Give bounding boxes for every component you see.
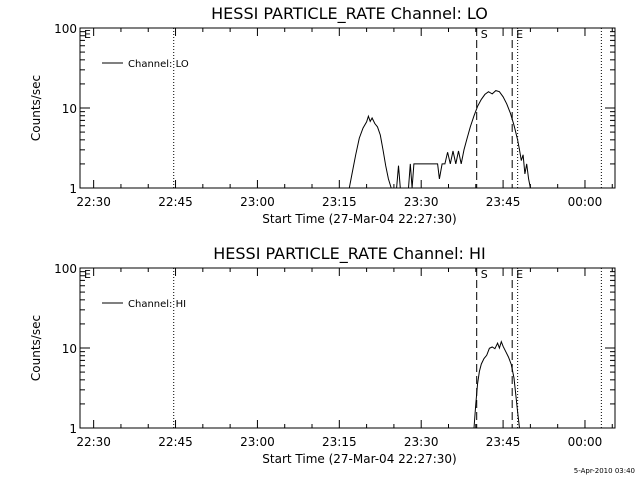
marker-label: E [516,268,523,281]
x-tick-label: 23:00 [240,195,275,209]
series-line [473,340,520,429]
x-tick-label: 23:00 [240,435,275,449]
x-tick-label: 23:45 [486,435,521,449]
x-tick-label: 00:00 [568,195,603,209]
y-tick-label: 1 [69,422,77,436]
chart-title: HESSI PARTICLE_RATE Channel: HI [213,244,486,264]
x-tick-label: 23:15 [322,435,357,449]
series-line [348,114,392,189]
y-tick-label: 1 [69,182,77,196]
x-tick-label: 22:45 [158,435,193,449]
chart-title: HESSI PARTICLE_RATE Channel: LO [211,4,488,24]
hi-channel-panel: HESSI PARTICLE_RATE Channel: HI 1 10 100 22:… [29,244,616,466]
footer-timestamp: 5-Apr-2010 03:40 [574,467,635,475]
x-axis-label: Start Time (27-Mar-04 22:27:30) [262,452,456,466]
marker-label: E [516,28,523,41]
x-tick-label: 22:30 [76,195,111,209]
series-line [408,90,531,189]
x-tick-label: 23:15 [322,195,357,209]
x-tick-label: 22:30 [76,435,111,449]
y-axis-label: Counts/sec [29,75,43,141]
x-tick-label: 23:30 [404,435,439,449]
x-tick-label: 23:30 [404,195,439,209]
x-tick-label: 00:00 [568,435,603,449]
x-tick-label: 22:45 [158,195,193,209]
plot-frame [79,27,616,189]
legend-label: Channel: HI [128,299,186,310]
marker-label: S [481,268,488,281]
legend-label: Channel: LO [128,59,189,70]
marker-label: S [481,28,488,41]
x-axis-label: Start Time (27-Mar-04 22:27:30) [262,212,456,226]
y-tick-label: 100 [54,22,77,36]
y-tick-label: 100 [54,262,77,276]
y-tick-label: 10 [62,342,77,356]
plot-frame [79,267,616,429]
marker-label: E [84,28,91,41]
lo-channel-panel: HESSI PARTICLE_RATE Channel: LO 1 10 100 22:… [29,4,616,226]
series-line [396,165,401,189]
y-axis-label: Counts/sec [29,315,43,381]
y-tick-label: 10 [62,102,77,116]
x-tick-label: 23:45 [486,195,521,209]
marker-label: E [84,268,91,281]
